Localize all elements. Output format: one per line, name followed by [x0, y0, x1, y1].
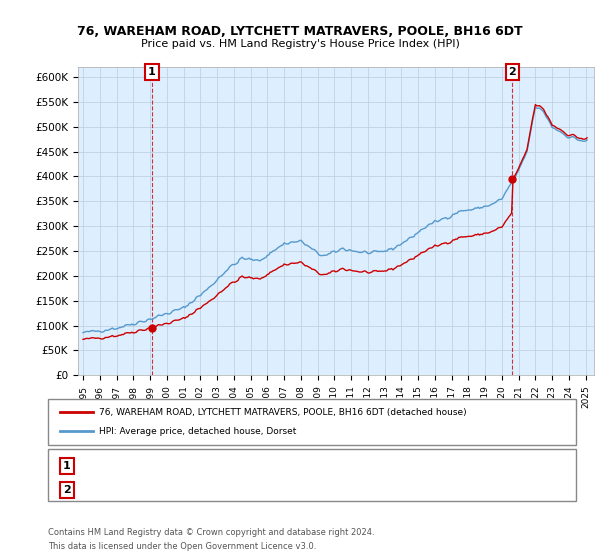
Text: Contains HM Land Registry data © Crown copyright and database right 2024.: Contains HM Land Registry data © Crown c… — [48, 528, 374, 536]
Text: 6% ↓ HPI: 6% ↓ HPI — [345, 485, 397, 494]
Text: This data is licensed under the Open Government Licence v3.0.: This data is licensed under the Open Gov… — [48, 542, 316, 550]
Text: 76, WAREHAM ROAD, LYTCHETT MATRAVERS, POOLE, BH16 6DT (detached house): 76, WAREHAM ROAD, LYTCHETT MATRAVERS, PO… — [99, 408, 467, 417]
Text: 1: 1 — [63, 461, 71, 471]
Text: 2: 2 — [508, 67, 516, 77]
Text: 2: 2 — [63, 485, 71, 494]
Text: 25% ↓ HPI: 25% ↓ HPI — [345, 461, 404, 471]
Text: HPI: Average price, detached house, Dorset: HPI: Average price, detached house, Dors… — [99, 427, 296, 436]
Text: 09-FEB-1999: 09-FEB-1999 — [105, 461, 176, 471]
Text: 07-AUG-2020: 07-AUG-2020 — [105, 485, 179, 494]
Text: Price paid vs. HM Land Registry's House Price Index (HPI): Price paid vs. HM Land Registry's House … — [140, 39, 460, 49]
Text: £395,000: £395,000 — [237, 485, 290, 494]
Text: 76, WAREHAM ROAD, LYTCHETT MATRAVERS, POOLE, BH16 6DT: 76, WAREHAM ROAD, LYTCHETT MATRAVERS, PO… — [77, 25, 523, 38]
Text: £95,000: £95,000 — [237, 461, 283, 471]
Text: 1: 1 — [148, 67, 156, 77]
